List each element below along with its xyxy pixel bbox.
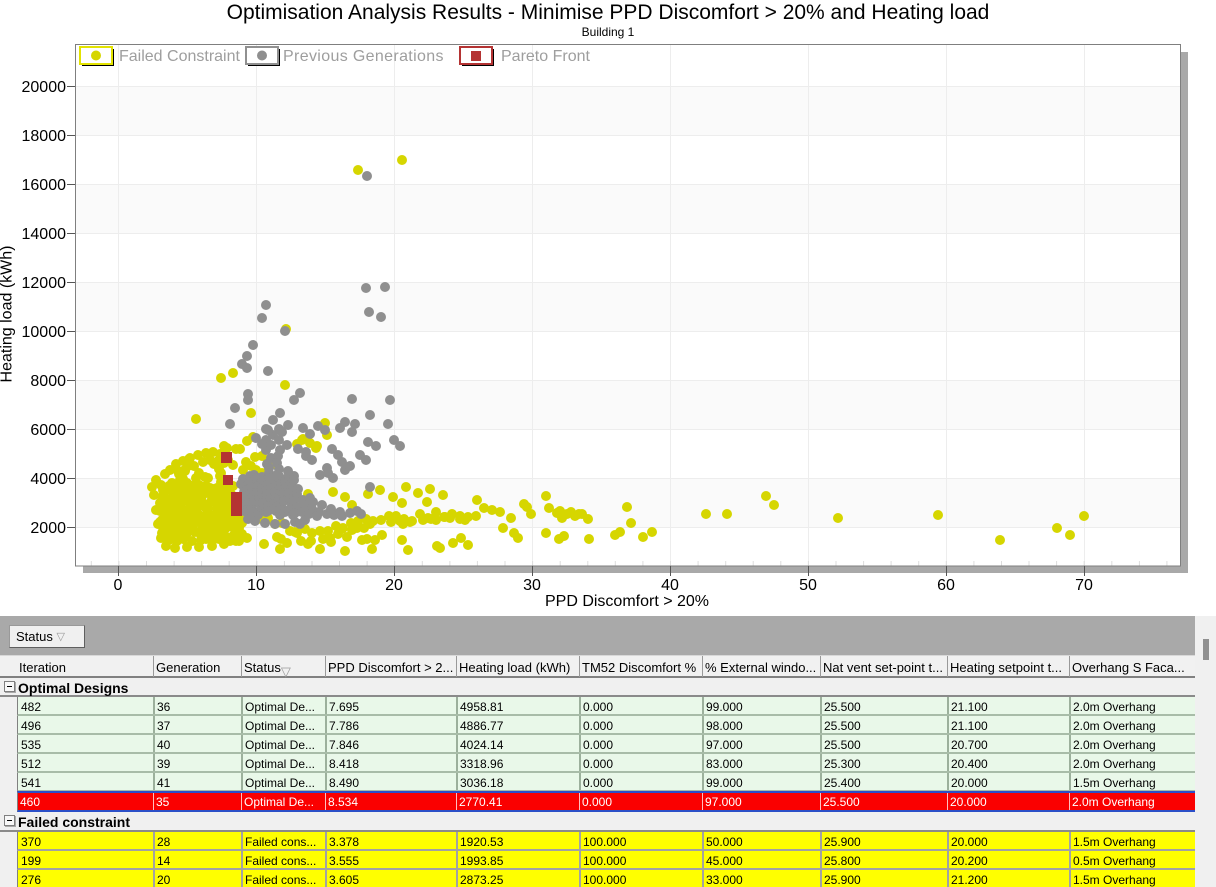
svg-text:40: 40 xyxy=(661,577,679,594)
svg-text:16000: 16000 xyxy=(22,177,67,194)
svg-text:Heating load (kWh): Heating load (kWh) xyxy=(0,246,16,383)
svg-text:2000: 2000 xyxy=(30,520,66,537)
svg-text:Failed Constraint: Failed Constraint xyxy=(119,48,241,65)
svg-text:60: 60 xyxy=(937,577,955,594)
svg-text:10000: 10000 xyxy=(22,324,67,341)
svg-text:70: 70 xyxy=(1075,577,1093,594)
svg-text:18000: 18000 xyxy=(22,128,67,145)
svg-text:30: 30 xyxy=(523,577,541,594)
svg-text:6000: 6000 xyxy=(30,422,66,439)
svg-text:Pareto Front: Pareto Front xyxy=(501,48,590,65)
svg-text:PPD Discomfort > 20%: PPD Discomfort > 20% xyxy=(545,593,709,610)
svg-text:4000: 4000 xyxy=(30,471,66,488)
svg-text:50: 50 xyxy=(799,577,817,594)
svg-text:10: 10 xyxy=(247,577,265,594)
svg-text:0: 0 xyxy=(114,577,123,594)
svg-text:12000: 12000 xyxy=(22,275,67,292)
svg-text:20000: 20000 xyxy=(22,79,67,96)
svg-text:Previous Generations: Previous Generations xyxy=(283,48,444,65)
svg-text:20: 20 xyxy=(385,577,403,594)
svg-text:Optimisation Analysis Results: Optimisation Analysis Results - Minimise… xyxy=(227,1,990,24)
svg-text:14000: 14000 xyxy=(22,226,67,243)
svg-text:8000: 8000 xyxy=(30,373,66,390)
svg-text:Building 1: Building 1 xyxy=(582,25,635,39)
